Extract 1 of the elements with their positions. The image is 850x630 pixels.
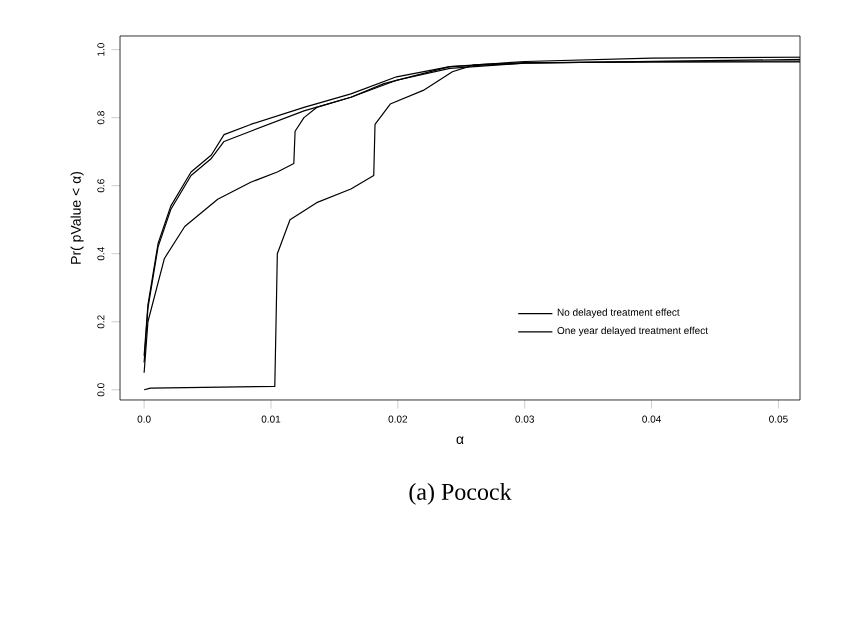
text: (a) Pocock xyxy=(409,483,512,505)
